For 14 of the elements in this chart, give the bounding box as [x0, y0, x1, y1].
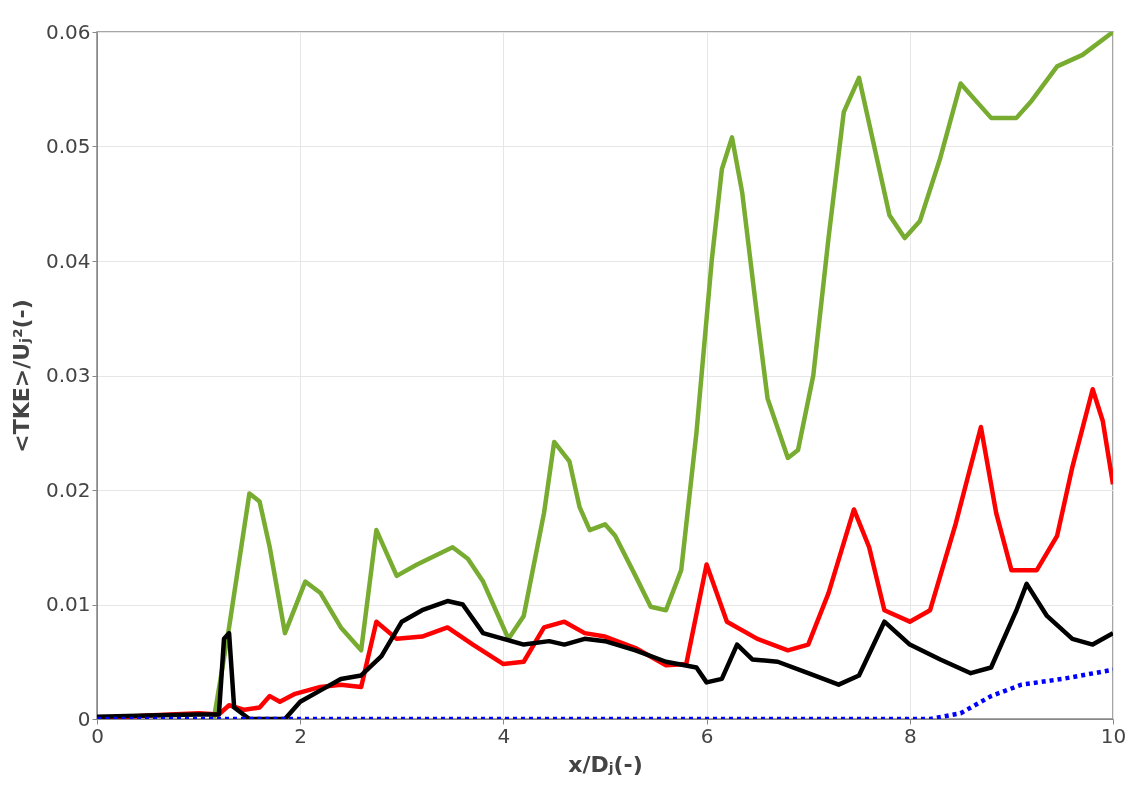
x-tick-label: 8: [903, 723, 917, 748]
y-tick-label: 0.01: [45, 592, 91, 616]
y-tick-label: 0: [77, 706, 91, 731]
y-tick-label: 0.02: [45, 477, 91, 502]
x-tick-label: 2: [294, 723, 308, 748]
y-tick-label: 0.05: [45, 134, 91, 158]
y-axis-title: <TKE>/Uⱼ²(-): [8, 299, 34, 453]
x-tick-label: 6: [700, 723, 714, 748]
y-tick-label: 0.04: [45, 248, 91, 273]
y-tick-label: 0.03: [45, 363, 91, 387]
x-tick-label: 4: [497, 723, 511, 748]
x-tick-label: 10: [1100, 723, 1127, 748]
y-tick-label: 0.06: [45, 19, 91, 44]
x-axis-title: x/Dⱼ(-): [568, 751, 643, 777]
